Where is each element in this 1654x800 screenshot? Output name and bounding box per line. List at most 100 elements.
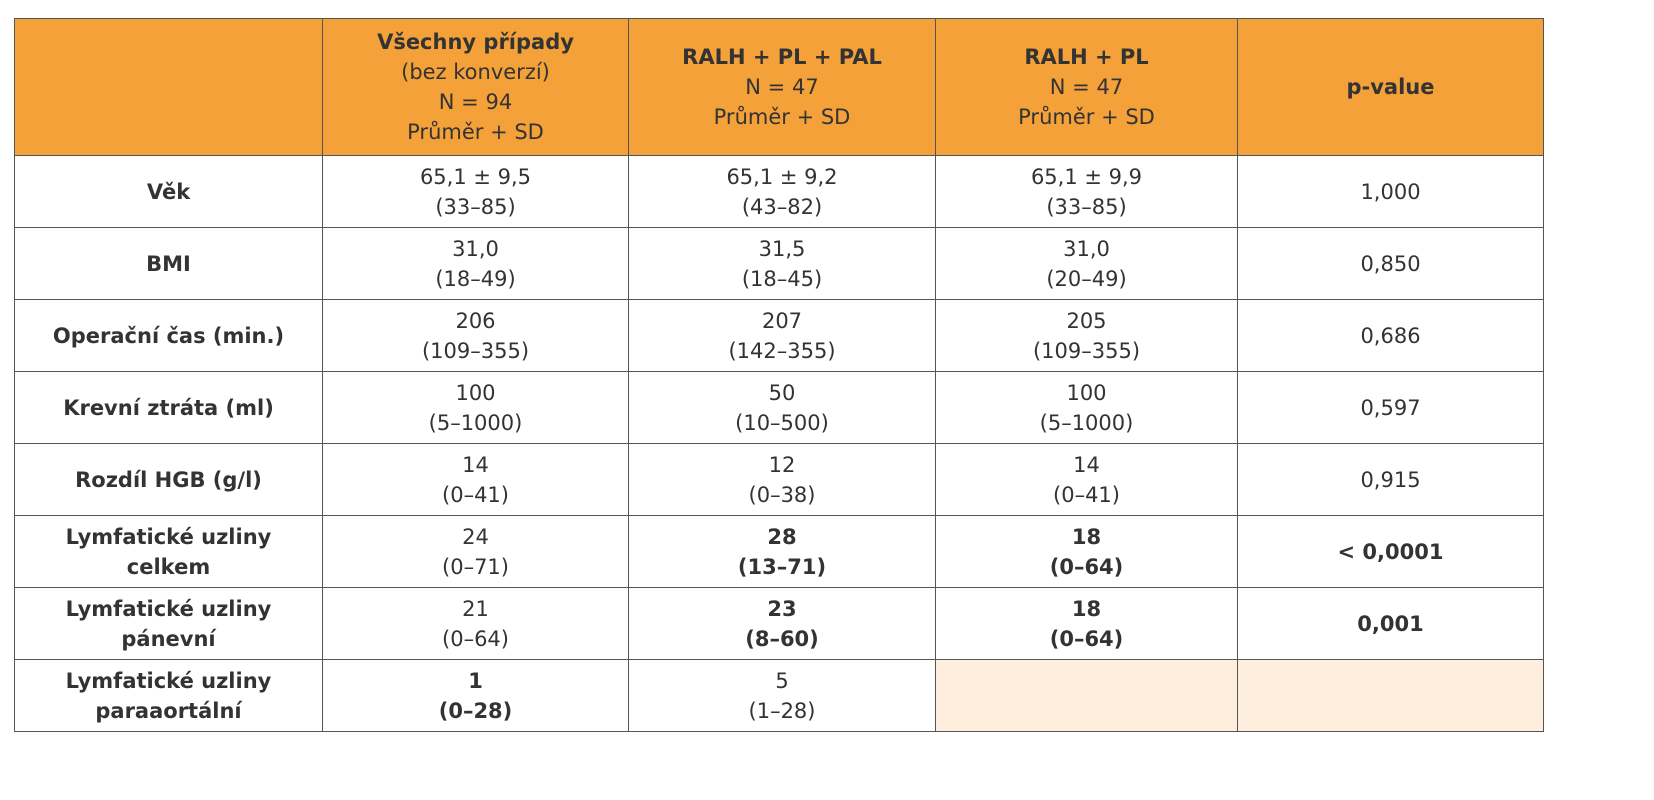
cell-line: 31,0 [452,236,499,261]
table-row: Lymfatické uzliny paraaortální 1 (0–28) 5 (1–… [14,659,1544,732]
row-label: Lymfatické uzliny celkem [14,515,323,588]
table-cell: 18 (0–64) [935,515,1238,588]
cell-line: (0–41) [442,482,509,507]
cell-line: 31,0 [1063,236,1110,261]
cell-line: 0,915 [1360,467,1421,492]
header-cell: p-value [1237,18,1544,156]
table-cell: 5 (1–28) [628,659,936,732]
table-cell: 0,915 [1237,443,1544,516]
cell-line: (33–85) [1046,194,1127,219]
cell-line: 31,5 [758,236,806,261]
cell-line: 0,686 [1360,323,1421,348]
table-cell: 207 (142–355) [628,299,936,372]
row-label: Krevní ztráta (ml) [14,371,323,444]
cell-line: (13–71) [737,554,827,579]
row-label: BMI [14,227,323,300]
header-cell: Všechny případy (bez konverzí) N = 94 Průmě… [322,18,629,156]
label-line: paraaortální [95,698,242,723]
table-cell: 100 (5–1000) [322,371,629,444]
row-label: Lymfatické uzliny pánevní [14,587,323,660]
cell-line: 206 [455,308,496,333]
table-row: Lymfatické uzliny pánevní 21 (0–64) 23 (8–60)… [14,587,1544,660]
cell-line: 14 [1073,452,1100,477]
header-line: N = 94 [438,90,513,114]
header-title: RALH + PL + PAL [682,45,882,69]
cell-line: 65,1 ± 9,5 [419,164,532,189]
label-line: Lymfatické uzliny [65,668,272,693]
table-row: Věk 65,1 ± 9,5 (33–85) 65,1 ± 9,2 (43–82) 65,… [14,155,1544,228]
table-row: Lymfatické uzliny celkem 24 (0–71) 28 (13–71)… [14,515,1544,588]
table-row: Operační čas (min.) 206 (109–355) 207 (142–3… [14,299,1544,372]
table-cell: 1,000 [1237,155,1544,228]
header-line: Průměr + SD [713,105,851,129]
table-row: BMI 31,0 (18–49) 31,5 (18–45) 31,0 (20–49) 0,85… [14,227,1544,300]
cell-line: (18–45) [741,266,823,291]
row-label: Rozdíl HGB (g/l) [14,443,323,516]
cell-line: 18 [1071,596,1102,621]
cell-line: (0–71) [442,554,509,579]
cell-line: 1,000 [1360,179,1421,204]
table-cell: 31,0 (20–49) [935,227,1238,300]
table-cell: 0,850 [1237,227,1544,300]
table-cell: 65,1 ± 9,2 (43–82) [628,155,936,228]
table-cell: 100 (5–1000) [935,371,1238,444]
cell-line: 205 [1066,308,1107,333]
cell-line: (20–49) [1046,266,1127,291]
table-cell: 1 (0–28) [322,659,629,732]
header-line: N = 47 [1049,75,1124,99]
cell-line: 5 [775,668,789,693]
table-cell: 65,1 ± 9,9 (33–85) [935,155,1238,228]
table-cell: 18 (0–64) [935,587,1238,660]
table-cell: 0,686 [1237,299,1544,372]
row-label: Věk [14,155,323,228]
header-line: Průměr + SD [1018,105,1155,129]
table-cell: 50 (10–500) [628,371,936,444]
cell-line: 50 [768,380,796,405]
cell-line: 14 [462,452,489,477]
cell-line: (18–49) [435,266,516,291]
cell-line: (5–1000) [428,410,523,435]
cell-line: 207 [761,308,803,333]
cell-line: 12 [768,452,796,477]
label-line: Lymfatické uzliny [65,596,272,621]
row-label: Lymfatické uzliny paraaortální [14,659,323,732]
cell-line: 0,597 [1360,395,1421,420]
table-cell: 12 (0–38) [628,443,936,516]
cell-line: 18 [1071,524,1102,549]
cell-line: 0,001 [1357,611,1424,636]
table-cell [1237,659,1544,732]
cell-line: 65,1 ± 9,2 [726,164,838,189]
cell-line: (0–38) [748,482,816,507]
table-cell: 0,597 [1237,371,1544,444]
cell-line: (33–85) [435,194,516,219]
cell-line: 1 [468,668,483,693]
label-line: Operační čas (min.) [52,323,285,348]
table-cell: 23 (8–60) [628,587,936,660]
table-cell: < 0,0001 [1237,515,1544,588]
header-cell: RALH + PL + PAL N = 47 Průměr + SD [628,18,936,156]
cell-line: (0–64) [1049,626,1124,651]
cell-line: (5–1000) [1039,410,1134,435]
data-table: Všechny případy (bez konverzí) N = 94 Průmě… [14,18,1544,732]
table-row: Krevní ztráta (ml) 100 (5–1000) 50 (10–500) 1… [14,371,1544,444]
cell-line: (1–28) [748,698,816,723]
label-line: Rozdíl HGB (g/l) [75,467,262,492]
cell-line: 0,850 [1360,251,1421,276]
row-label: Operační čas (min.) [14,299,323,372]
cell-line: (43–82) [741,194,823,219]
header-line: N = 47 [745,75,819,99]
table-cell: 31,0 (18–49) [322,227,629,300]
header-row: Všechny případy (bez konverzí) N = 94 Průmě… [14,18,1544,156]
header-title: p-value [1346,75,1435,99]
header-line: (bez konverzí) [401,60,550,84]
table-cell: 206 (109–355) [322,299,629,372]
table-cell: 31,5 (18–45) [628,227,936,300]
cell-line: 65,1 ± 9,9 [1030,164,1143,189]
table-cell: 14 (0–41) [935,443,1238,516]
label-line: Věk [146,179,191,204]
cell-line: (0–28) [438,698,513,723]
label-line: pánevní [121,626,216,651]
header-title: Všechny případy [377,30,574,54]
table-cell [935,659,1238,732]
